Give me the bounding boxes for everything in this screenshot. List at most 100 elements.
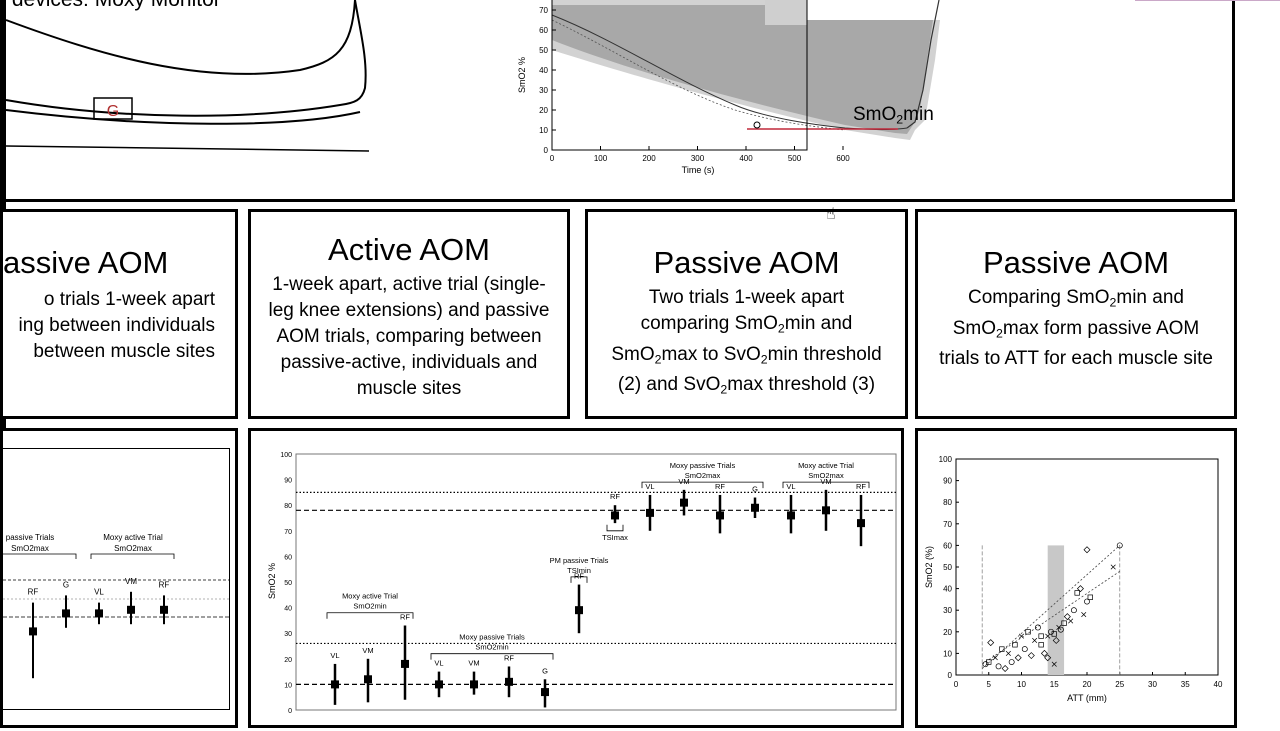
y-tick-label: 90: [284, 478, 292, 485]
scatter-point: [1018, 633, 1025, 639]
card-title: assive AOM: [3, 245, 169, 280]
y-tick-label: 0: [288, 708, 292, 715]
x-tick-label: 20: [1083, 680, 1092, 689]
y-tick-label: 40: [284, 606, 292, 613]
x-tick-label: 25: [1115, 680, 1124, 689]
card-title: Passive AOM: [653, 245, 840, 280]
group-sub: SmO2max: [114, 544, 152, 553]
card-passive-aom-2: Passive AOM Two trials 1-week apart compa…: [585, 209, 908, 419]
leg-outline: G: [5, 0, 370, 152]
scatter-point: [1076, 585, 1084, 593]
y-tick-label: 50: [284, 580, 292, 587]
bottom-right-panel: SmO2 (%) ATT (mm) 0 5 10 15 20 25 30 35 40 0 10 20 3…: [915, 428, 1237, 728]
scatter-point: [1061, 620, 1067, 626]
y-tick-label: 20: [943, 628, 952, 637]
data-point: [29, 627, 37, 636]
point-label: RF: [400, 613, 410, 622]
trend-line: [981, 545, 1121, 669]
y-tick-label: 30: [284, 631, 292, 638]
card-line: Comparing SmO2min and: [968, 287, 1184, 310]
data-point: [646, 508, 654, 517]
data-point: [857, 519, 865, 528]
data-point: [364, 675, 372, 684]
group-bracket: [606, 524, 624, 532]
point-label: VM: [820, 477, 831, 486]
scatter-point: [1051, 631, 1057, 637]
x-tick-label: 5: [987, 680, 992, 689]
y-tick-label: 70: [539, 6, 548, 15]
y-tick-label: 80: [284, 503, 292, 510]
card-body: 1-week apart, active trial (single-leg k…: [251, 272, 567, 402]
x-tick-label: 10: [1017, 680, 1026, 689]
point-label: RF: [574, 572, 584, 581]
point-label: RF: [28, 588, 39, 597]
point-label: RF: [159, 580, 170, 589]
x-tick-label: 30: [1148, 680, 1157, 689]
card-passive-aom-1: assive AOM o trials 1-week apart ing betw…: [0, 209, 238, 419]
card-line: muscle sites: [356, 378, 462, 399]
top-frame-bottom-border: [0, 199, 1235, 202]
x-tick-label: 600: [836, 154, 850, 163]
group-bracket: [641, 481, 764, 489]
x-tick-label: 40: [1214, 680, 1223, 689]
point-label: VL: [94, 588, 104, 597]
group-sub: SmO2min: [353, 602, 386, 611]
scatter-point: [992, 655, 998, 661]
smo2-time-chart: SmO2 % Time (s) 0 100 200 300 400 500 600 0 10 20…: [515, 0, 955, 185]
scatter-point: [1051, 661, 1057, 667]
inner-band: [552, 5, 933, 134]
y-tick-label: 70: [284, 529, 292, 536]
data-point: [331, 680, 339, 689]
data-point: [160, 605, 168, 614]
data-point: [787, 511, 795, 520]
x-tick-label: 35: [1181, 680, 1190, 689]
min-marker: [753, 121, 761, 129]
scatter-point: [1116, 542, 1123, 549]
group-bracket: [782, 481, 870, 489]
point-label: VM: [362, 646, 373, 655]
y-tick-label: 20: [284, 657, 292, 664]
y-tick-label: 10: [539, 126, 548, 135]
group-sub: SmO2max: [808, 471, 844, 480]
group-label: Moxy active Trial: [342, 592, 398, 601]
scatter-point: [987, 639, 995, 647]
point-label: VL: [645, 482, 654, 491]
scatter-point: [1012, 642, 1018, 648]
x-tick-label: 100: [594, 154, 608, 163]
point-label: RF: [610, 492, 620, 501]
y-tick-label: 50: [539, 46, 548, 55]
x-tick-label: 200: [642, 154, 656, 163]
data-point: [751, 503, 759, 512]
y-tick-label: 50: [943, 563, 952, 572]
top-chart-xlabel: Time (s): [682, 165, 715, 175]
scatter-point: [1034, 624, 1041, 631]
scatter-point: [1040, 649, 1048, 657]
data-point: [62, 609, 70, 618]
group-bracket: [430, 653, 554, 660]
x-tick-label: 0: [954, 680, 959, 689]
device-caption: S devices: Moxy Monitor: [0, 0, 221, 12]
group-bracket: [570, 576, 588, 583]
group-label: Moxy active Trial: [103, 533, 163, 542]
bottom-left-panel: passive Trials SmO2max Moxy active Trial Sm…: [0, 428, 238, 728]
data-point: [505, 677, 513, 686]
card-body: o trials 1-week apart ing between individ…: [19, 287, 215, 365]
y-tick-label: 60: [943, 541, 952, 550]
group-sub: SmO2min: [475, 643, 508, 652]
point-label: VM: [468, 659, 479, 668]
scatter-point: [1110, 564, 1116, 570]
smo2min-annotation: SmO2min: [853, 104, 934, 127]
y-tick-label: 30: [539, 86, 548, 95]
point-label: RF: [504, 653, 514, 662]
scatter-point: [1021, 646, 1028, 653]
y-tick-label: 40: [539, 66, 548, 75]
card-line: Two trials 1-week apart: [648, 287, 845, 308]
scatter-point: [1087, 594, 1093, 600]
group-bracket: [326, 612, 414, 619]
group-sub: SmO2max: [11, 544, 49, 553]
y-tick-label: 10: [943, 649, 952, 658]
scatter-point: [1008, 659, 1015, 665]
left-chart-frame: [3, 448, 230, 710]
scatter-point: [1025, 629, 1031, 635]
group-label: PM passive Trials: [550, 556, 609, 565]
